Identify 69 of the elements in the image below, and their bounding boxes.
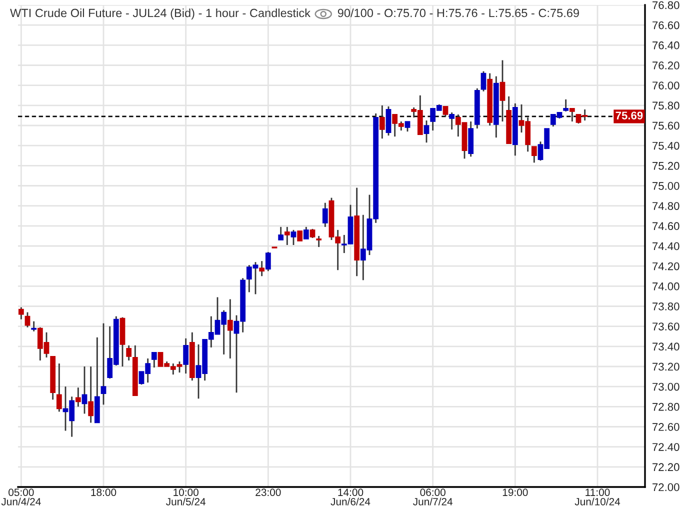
candlestick (379, 104, 385, 140)
y-tick-label: 76.40 (652, 41, 680, 50)
candlestick (322, 202, 328, 228)
candlestick (386, 106, 392, 136)
y-tick-label: 74.80 (652, 202, 680, 210)
y-tick-label: 73.60 (652, 322, 680, 330)
candlestick (480, 70, 486, 92)
y-tick-label: 74.00 (652, 282, 680, 290)
y-tick-label: 75.00 (652, 182, 680, 190)
y-tick-label: 76.20 (652, 62, 680, 70)
candlestick (18, 306, 24, 320)
x-tick-label: 10:00 Jun/5/24 (166, 488, 206, 506)
y-tick-label: 72.60 (652, 423, 680, 431)
y-tick-label: 72.20 (652, 463, 680, 472)
chart-title: WTI Crude Oil Future - JUL24 (Bid) - 1 hour - Candlestick (10, 8, 310, 20)
candlestick (290, 229, 296, 246)
candlestick (531, 146, 537, 164)
candlestick (100, 322, 106, 406)
y-tick-label: 75.20 (652, 162, 680, 170)
x-tick-label: 11:00 Jun/10/24 (574, 488, 620, 506)
candlestick (500, 60, 506, 122)
x-tick-label: 18:00 (91, 488, 116, 496)
candlestick (259, 260, 265, 277)
x-tick-label: 06:00 Jun/7/24 (413, 488, 453, 506)
y-tick-label: 76.00 (652, 82, 680, 90)
y-tick-label: 76.60 (652, 21, 680, 30)
candlestick (227, 298, 233, 360)
y-tick-label: 73.00 (652, 382, 680, 391)
y-tick-label: 75.60 (652, 122, 680, 130)
chart-subtitle: 90/100 - O:75.70 - H:75.76 - L:75.65 - C:75.69 (338, 8, 579, 18)
candlestick (151, 352, 157, 368)
candlestick (569, 108, 575, 122)
candlestick (31, 320, 37, 332)
candlestick (303, 226, 309, 240)
y-tick-label: 72.00 (652, 483, 680, 492)
x-tick-label: 19:00 (502, 488, 528, 496)
x-tick-label: 05:00 Jun/4/24 (1, 488, 41, 506)
candlestick (183, 338, 189, 374)
y-tick-label: 75.80 (652, 102, 680, 110)
candlestick (563, 98, 569, 112)
candlestick (442, 106, 448, 118)
y-tick-label: 72.40 (652, 443, 680, 451)
candlestick (56, 362, 62, 412)
y-tick-label: 72.80 (652, 402, 680, 411)
y-tick-label: 75.40 (652, 142, 680, 150)
candlestick (449, 112, 455, 130)
candlestick (424, 120, 430, 144)
candlestick (284, 226, 290, 246)
x-tick-label: 14:00 Jun/6/24 (330, 488, 370, 506)
candlestick (88, 366, 94, 424)
candlestick (75, 386, 81, 408)
candlestick (82, 366, 88, 414)
candlestick (310, 228, 316, 239)
candlestick (297, 230, 303, 242)
x-tick-label: 23:00 (256, 488, 281, 496)
ref-line-label: 75.69 (616, 112, 643, 120)
y-tick-label: 74.40 (652, 242, 680, 250)
y-tick-label: 73.20 (652, 362, 680, 371)
y-tick-label: 74.60 (652, 222, 680, 230)
candlestick (278, 226, 284, 241)
candlestick (265, 251, 271, 272)
y-tick-label: 74.20 (652, 262, 680, 270)
y-tick-label: 76.80 (652, 1, 680, 10)
y-tick-label: 73.80 (652, 302, 680, 310)
candlestick (316, 235, 322, 248)
candlestick (404, 120, 410, 132)
candlestick (24, 312, 30, 328)
candlestick (126, 344, 132, 362)
y-tick-label: 73.40 (652, 342, 680, 351)
